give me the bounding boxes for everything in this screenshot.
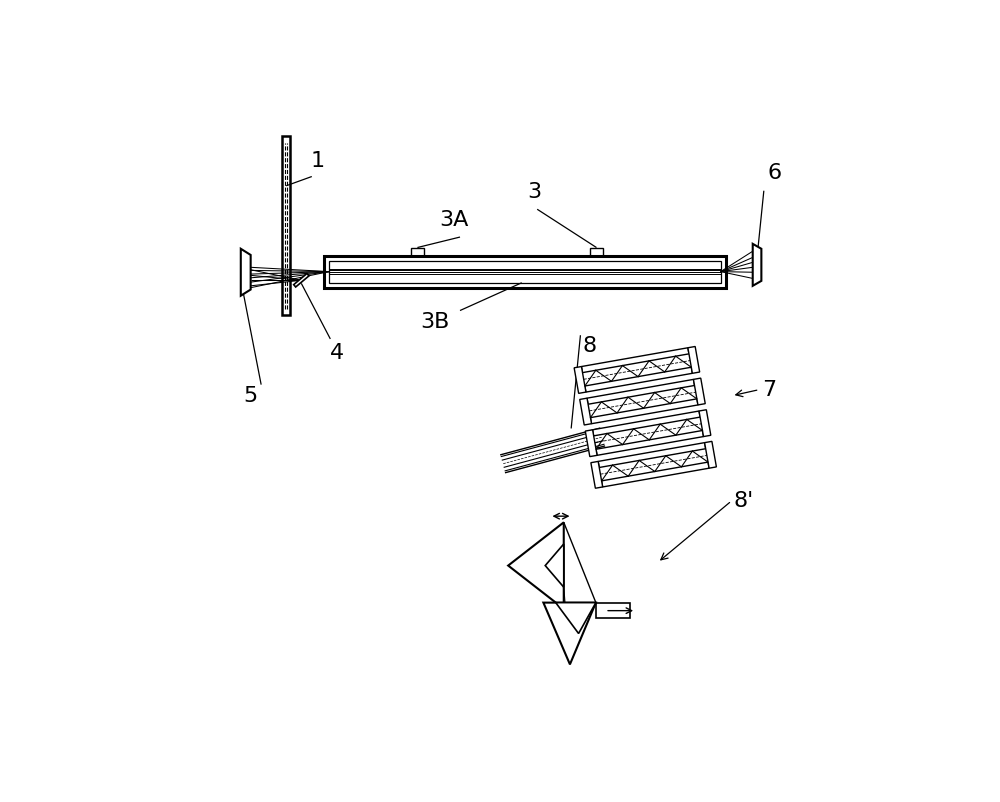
Bar	[596, 602, 630, 618]
Bar	[590, 248, 603, 256]
Polygon shape	[543, 602, 596, 664]
Text: 5: 5	[243, 386, 257, 406]
Text: 3B: 3B	[421, 312, 450, 332]
Text: 6: 6	[768, 164, 782, 184]
Polygon shape	[545, 544, 564, 587]
Polygon shape	[753, 244, 761, 286]
Bar	[329, 261, 721, 283]
Polygon shape	[585, 430, 597, 456]
Polygon shape	[241, 249, 251, 296]
Polygon shape	[688, 346, 700, 373]
Polygon shape	[602, 462, 709, 487]
Polygon shape	[574, 367, 586, 393]
Polygon shape	[294, 273, 309, 287]
Polygon shape	[596, 431, 704, 456]
Polygon shape	[705, 441, 716, 468]
Polygon shape	[587, 379, 695, 404]
Bar	[324, 256, 726, 288]
Polygon shape	[508, 522, 564, 609]
Polygon shape	[693, 378, 705, 405]
Text: 1: 1	[311, 151, 325, 171]
Text: 7: 7	[762, 379, 776, 399]
Polygon shape	[591, 461, 603, 488]
Text: 8: 8	[583, 336, 597, 356]
Polygon shape	[590, 399, 698, 423]
Polygon shape	[556, 602, 596, 634]
Polygon shape	[585, 367, 692, 392]
Text: 3: 3	[527, 182, 541, 202]
Text: 3A: 3A	[439, 210, 469, 229]
Polygon shape	[598, 443, 706, 468]
Polygon shape	[580, 398, 592, 425]
Text: 4: 4	[329, 342, 344, 363]
Polygon shape	[593, 411, 700, 435]
Polygon shape	[699, 410, 711, 436]
Bar	[282, 136, 290, 315]
Polygon shape	[581, 348, 689, 373]
Text: 8': 8'	[734, 491, 754, 511]
Bar	[411, 248, 424, 256]
